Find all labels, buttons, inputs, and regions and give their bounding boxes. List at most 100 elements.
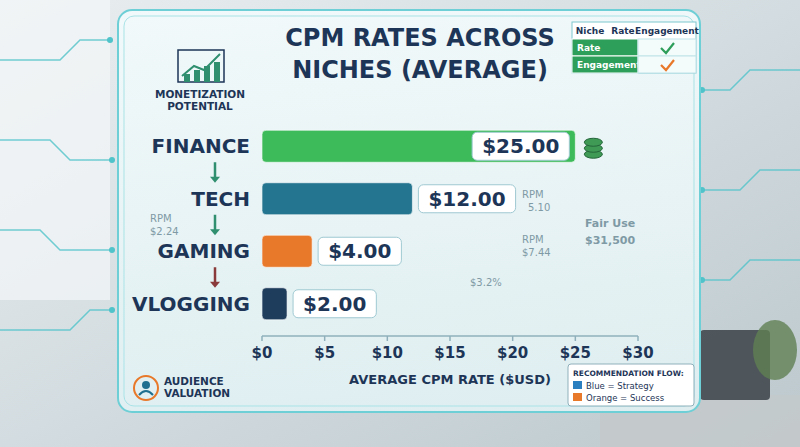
bar bbox=[262, 183, 412, 215]
annotation: MONETIZATIONPOTENTIAL bbox=[155, 88, 245, 112]
x-tick-label: $15 bbox=[434, 344, 465, 362]
icon-bar bbox=[214, 62, 220, 82]
bar bbox=[262, 235, 312, 267]
background-figure: RPM bbox=[522, 234, 544, 245]
category-label: FINANCE bbox=[152, 134, 250, 158]
flow-arrow bbox=[214, 215, 217, 231]
panel bbox=[118, 10, 700, 412]
x-tick-label: $5 bbox=[314, 344, 335, 362]
icon-audience bbox=[139, 391, 153, 395]
text-line: AUDIENCE bbox=[164, 375, 224, 387]
annotation: RECOMMENDATION FLOW: bbox=[573, 369, 684, 378]
data-label-group: $25.00 bbox=[472, 132, 569, 160]
x-tick-label: $20 bbox=[497, 344, 528, 362]
annotation: AUDIENCEVALUATION bbox=[164, 375, 230, 399]
data-label-box bbox=[318, 237, 401, 265]
table-row-header-cell bbox=[572, 39, 638, 56]
flow-arrow-head bbox=[210, 229, 220, 235]
category-label: TECH bbox=[191, 187, 250, 211]
window-light bbox=[0, 0, 110, 300]
x-tick bbox=[512, 336, 514, 341]
background-figure: $7.44 bbox=[522, 247, 551, 258]
circuit-line bbox=[0, 230, 112, 250]
icon-audience bbox=[142, 381, 150, 389]
circuit-node bbox=[109, 247, 115, 253]
data-label-group: $2.00 bbox=[293, 290, 376, 318]
data-label-box bbox=[293, 290, 376, 318]
circuit-node bbox=[107, 37, 113, 43]
icon-audience bbox=[134, 376, 158, 400]
plant bbox=[753, 320, 797, 380]
text-line: NICHES (AVERAGE) bbox=[292, 56, 548, 84]
data-label: $12.00 bbox=[428, 187, 505, 211]
annotation: Blue = Strategy bbox=[586, 381, 654, 391]
x-tick bbox=[387, 336, 389, 341]
x-tick-label: $0 bbox=[252, 344, 273, 362]
background-figure: RPM bbox=[150, 213, 172, 224]
table-header: Rate bbox=[611, 26, 634, 36]
recommendation-box bbox=[568, 364, 694, 406]
check-icon bbox=[661, 43, 674, 53]
flow-arrow bbox=[214, 162, 217, 178]
background-figure: Fair Use bbox=[585, 217, 635, 230]
x-tick-label: $25 bbox=[560, 344, 591, 362]
table-header: Engagement bbox=[635, 26, 700, 36]
x-tick bbox=[449, 336, 451, 341]
table-row-header: Rate bbox=[577, 43, 600, 53]
flow-arrow bbox=[214, 267, 217, 283]
background-figure: $31,500 bbox=[585, 234, 635, 247]
category-label: VLOGGING bbox=[132, 292, 250, 316]
background bbox=[0, 0, 800, 447]
flow-arrow-head bbox=[210, 177, 220, 183]
circuit-line bbox=[0, 40, 110, 60]
chart-root: CPM RATES ACROSS NICHES (AVERAGE) $0 $5 $10 $… bbox=[0, 0, 800, 447]
icon-bar bbox=[184, 74, 190, 82]
data-label: $2.00 bbox=[303, 292, 366, 316]
text-line: MONETIZATION bbox=[155, 88, 245, 100]
data-label-group: $4.00 bbox=[318, 237, 401, 265]
background-figure: $3.2% bbox=[470, 277, 502, 288]
data-label-box bbox=[472, 132, 569, 160]
bar bbox=[262, 130, 575, 162]
circuit-line bbox=[702, 170, 800, 190]
x-tick bbox=[324, 336, 326, 341]
text-line: VALUATION bbox=[164, 387, 230, 399]
panel-inner bbox=[124, 16, 694, 406]
data-label: $4.00 bbox=[328, 239, 391, 263]
circuit-line bbox=[0, 140, 112, 160]
title: CPM RATES ACROSS NICHES (AVERAGE) bbox=[285, 24, 555, 84]
data-label: $25.00 bbox=[482, 134, 559, 158]
x-axis-title: AVERAGE CPM RATE ($USD) bbox=[349, 372, 551, 387]
circuit-node bbox=[109, 307, 115, 313]
table-cell bbox=[638, 39, 696, 56]
text-line: POTENTIAL bbox=[167, 100, 233, 112]
text-line: CPM RATES ACROSS bbox=[285, 24, 555, 52]
background-figure: 5.10 bbox=[528, 202, 550, 213]
x-tick-label: $10 bbox=[372, 344, 403, 362]
background-figure: $2.24 bbox=[150, 226, 179, 237]
flow-arrow-head bbox=[210, 282, 220, 288]
circuit-line bbox=[702, 70, 800, 90]
coin-icon bbox=[584, 138, 602, 146]
x-tick bbox=[575, 336, 577, 341]
x-tick-label: $30 bbox=[622, 344, 653, 362]
x-tick bbox=[261, 336, 263, 341]
x-tick bbox=[637, 336, 639, 341]
bars bbox=[262, 130, 575, 320]
bar bbox=[262, 288, 287, 320]
background-figure: RPM bbox=[522, 189, 544, 200]
table-cell bbox=[638, 56, 696, 73]
circuit-node bbox=[109, 157, 115, 163]
circuit-line bbox=[0, 310, 112, 330]
table-header: Niche bbox=[576, 26, 604, 36]
circuit-line bbox=[702, 260, 800, 280]
swatch bbox=[573, 393, 582, 401]
data-label-box bbox=[418, 185, 515, 213]
icon-frame bbox=[178, 50, 224, 82]
icon-bar bbox=[204, 66, 210, 82]
icon-bar bbox=[194, 70, 200, 82]
table-row-header: Engagement bbox=[577, 60, 642, 70]
data-label-group: $12.00 bbox=[418, 185, 515, 213]
category-label: GAMING bbox=[158, 239, 250, 263]
swatch bbox=[573, 381, 582, 389]
